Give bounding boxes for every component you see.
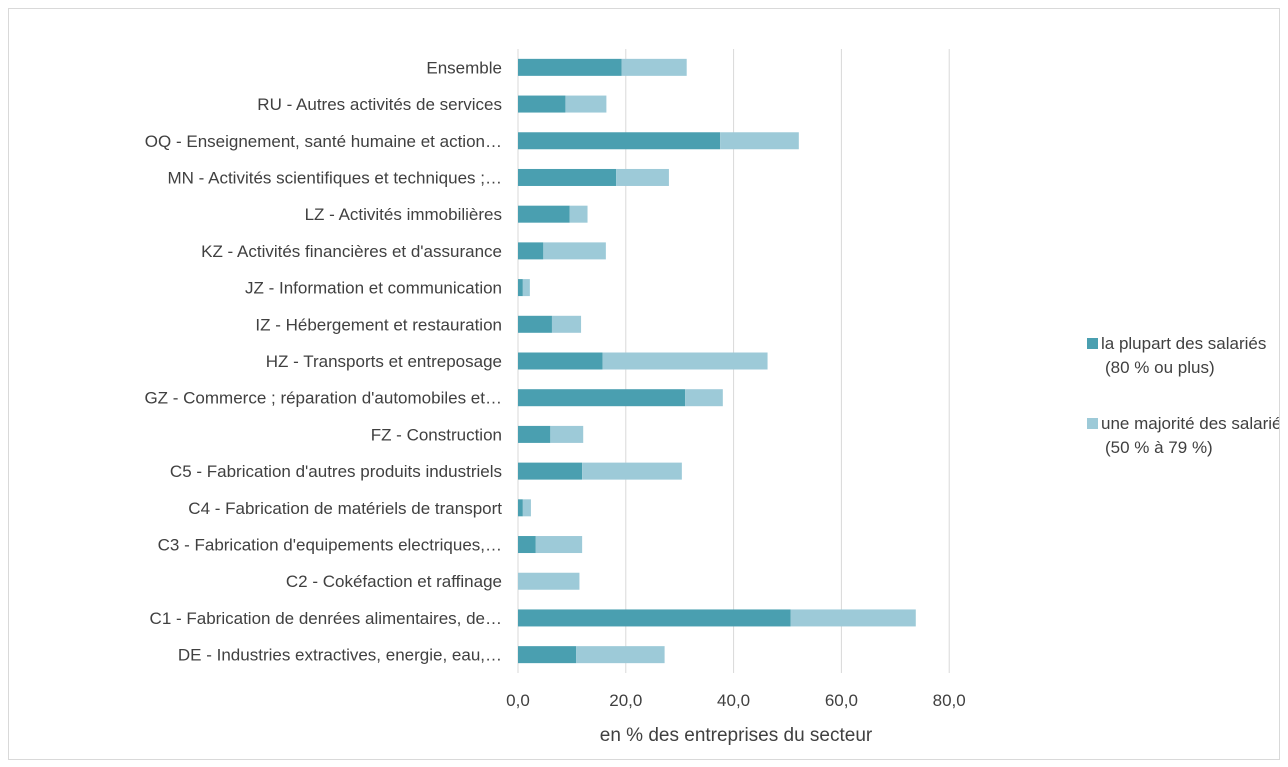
bar-segment-series-2 bbox=[685, 389, 723, 407]
category-label: C2 - Cokéfaction et raffinage bbox=[286, 572, 502, 591]
x-tick-label: 0,0 bbox=[506, 691, 530, 710]
category-label: OQ - Enseignement, santé humaine et acti… bbox=[145, 132, 502, 151]
category-label: HZ - Transports et entreposage bbox=[266, 352, 502, 371]
x-axis-title: en % des entreprises du secteur bbox=[600, 725, 873, 746]
bar-segment-series-2 bbox=[602, 352, 768, 370]
category-label: C1 - Fabrication de denrées alimentaires… bbox=[150, 609, 502, 628]
legend-label-series-1: (80 % ou plus) bbox=[1105, 358, 1215, 377]
bar-segment-series-2 bbox=[621, 58, 687, 76]
legend-swatch-series-1 bbox=[1087, 338, 1098, 349]
category-label: MN - Activités scientifiques et techniqu… bbox=[168, 168, 502, 187]
category-label: KZ - Activités financières et d'assuranc… bbox=[201, 242, 502, 261]
x-tick-label: 20,0 bbox=[609, 691, 642, 710]
bar-segment-series-2 bbox=[790, 609, 916, 627]
category-label: C3 - Fabrication d'equipements electriqu… bbox=[158, 536, 502, 555]
bar-segment-series-1 bbox=[518, 242, 544, 260]
category-label: FZ - Construction bbox=[371, 425, 502, 444]
chart-frame: Ensemble RU - Autres activités de service… bbox=[8, 8, 1280, 760]
bar-segment-series-1 bbox=[518, 205, 570, 223]
category-label: RU - Autres activités de services bbox=[257, 95, 502, 114]
bar-segment-series-1 bbox=[518, 536, 536, 554]
bar-segment-series-1 bbox=[518, 389, 686, 407]
legend-label-series-2: une majorité des salariés bbox=[1101, 414, 1279, 433]
x-tick-label: 60,0 bbox=[825, 691, 858, 710]
bars bbox=[518, 58, 916, 664]
bar-segment-series-2 bbox=[550, 425, 584, 443]
category-label: GZ - Commerce ; réparation d'automobiles… bbox=[144, 389, 502, 408]
bar-segment-series-1 bbox=[518, 132, 721, 150]
bar-segment-series-1 bbox=[518, 646, 577, 664]
category-label: DE - Industries extractives, energie, ea… bbox=[178, 646, 502, 665]
category-label: C5 - Fabrication d'autres produits indus… bbox=[170, 462, 502, 481]
legend-swatch-series-2 bbox=[1087, 418, 1098, 429]
category-label: Ensemble bbox=[426, 58, 502, 77]
bar-segment-series-2 bbox=[582, 462, 682, 480]
x-tick-label: 80,0 bbox=[933, 691, 966, 710]
bar-segment-series-2 bbox=[551, 315, 582, 333]
bar-segment-series-2 bbox=[522, 499, 531, 517]
bar-segment-series-1 bbox=[518, 462, 583, 480]
bar-segment-series-2 bbox=[720, 132, 799, 150]
bar-segment-series-1 bbox=[518, 425, 551, 443]
bar-segment-series-2 bbox=[569, 205, 588, 223]
bar-segment-series-1 bbox=[518, 315, 552, 333]
category-labels: Ensemble RU - Autres activités de service… bbox=[144, 58, 502, 664]
bar-segment-series-1 bbox=[518, 168, 617, 186]
bar-segment-series-1 bbox=[518, 58, 622, 76]
category-label: JZ - Information et communication bbox=[245, 279, 502, 298]
bar-segment-series-2 bbox=[518, 572, 580, 590]
bar-segment-series-1 bbox=[518, 352, 603, 370]
bar-segment-series-2 bbox=[535, 536, 583, 554]
category-label: C4 - Fabrication de matériels de transpo… bbox=[188, 499, 502, 518]
legend-label-series-1: la plupart des salariés bbox=[1101, 334, 1266, 353]
bar-segment-series-1 bbox=[518, 499, 523, 517]
bar-segment-series-2 bbox=[565, 95, 607, 113]
x-tick-label: 40,0 bbox=[717, 691, 750, 710]
bar-segment-series-1 bbox=[518, 609, 791, 627]
bar-segment-series-2 bbox=[543, 242, 606, 260]
bar-segment-series-2 bbox=[616, 168, 669, 186]
legend: la plupart des salariés (80 % ou plus) une… bbox=[1087, 334, 1279, 457]
category-label: IZ - Hébergement et restauration bbox=[255, 315, 502, 334]
legend-label-series-2: (50 % à 79 %) bbox=[1105, 438, 1213, 457]
bar-segment-series-2 bbox=[522, 279, 530, 297]
bar-segment-series-1 bbox=[518, 279, 523, 297]
bar-chart: Ensemble RU - Autres activités de service… bbox=[144, 49, 1279, 746]
x-tick-labels: 0,0 20,0 40,0 60,0 80,0 bbox=[506, 691, 966, 710]
bar-segment-series-2 bbox=[576, 646, 665, 664]
category-label: LZ - Activités immobilières bbox=[305, 205, 502, 224]
bar-segment-series-1 bbox=[518, 95, 566, 113]
